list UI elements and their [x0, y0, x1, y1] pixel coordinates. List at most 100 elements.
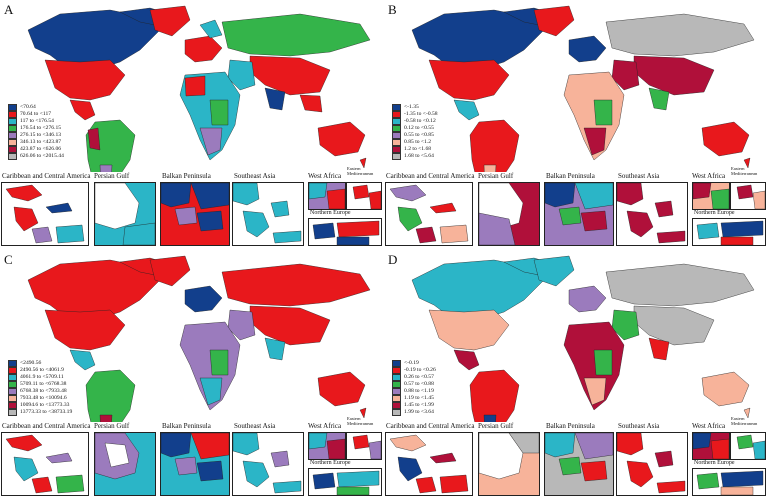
inset-title-caribbean: Caribbean and Central America — [2, 172, 91, 180]
legend-swatch — [8, 367, 17, 374]
inset-title-eastern-med: Eastern Mediterranean — [347, 166, 374, 176]
inset-map-balkan — [160, 432, 230, 496]
legend-swatch — [8, 409, 17, 416]
legend-swatch — [392, 153, 401, 160]
legend-entry: -0.19 to <0.26 — [392, 367, 436, 374]
legend-entry: 1.99 to <3.64 — [392, 409, 436, 416]
inset-title-persian-gulf: Persian Gulf — [94, 172, 130, 180]
inset-title-caribbean: Caribbean and Central America — [386, 422, 475, 430]
inset-map-northern-europe — [692, 218, 766, 246]
legend-swatch — [8, 153, 17, 160]
inset-title-northern-europe: Northern Europe — [310, 210, 351, 216]
legend-swatch — [392, 139, 401, 146]
inset-map-northern-europe — [308, 468, 382, 496]
inset-map-persian-gulf — [94, 432, 156, 496]
inset-map-caribbean — [1, 182, 89, 246]
panel-letter: C — [4, 252, 13, 267]
legend-swatch — [392, 125, 401, 132]
inset-title-west-africa: West Africa — [692, 172, 726, 180]
legend-entry: -0.58 to <0.12 — [392, 118, 438, 125]
legend-entry: 117 to <176.54 — [8, 118, 64, 125]
inset-title-persian-gulf: Persian Gulf — [478, 422, 514, 430]
legend-entry: 0.57 to <0.88 — [392, 381, 436, 388]
legend-swatch — [392, 409, 401, 416]
inset-map-balkan — [544, 182, 614, 246]
legend-entry: 346.13 to <423.87 — [8, 139, 64, 146]
inset-map-caribbean — [1, 432, 89, 496]
inset-title-northern-europe: Northern Europe — [694, 460, 735, 466]
map-panel-c: C <2490.56 2490.56 to <4061.9 4061.9 to … — [0, 250, 383, 499]
legend-entry: 276.15 to <346.13 — [8, 132, 64, 139]
legend-swatch — [8, 104, 17, 111]
inset-map-west-africa — [308, 182, 346, 210]
inset-title-west-africa: West Africa — [308, 422, 342, 430]
inset-title-persian-gulf: Persian Gulf — [94, 422, 130, 430]
inset-title-caribbean: Caribbean and Central America — [386, 172, 475, 180]
legend-entry: 0.12 to <0.55 — [392, 125, 438, 132]
legend-swatch — [392, 132, 401, 139]
legend-swatch — [8, 374, 17, 381]
legend-swatch — [392, 395, 401, 402]
inset-title-northern-europe: Northern Europe — [694, 210, 735, 216]
panel-letter: A — [4, 2, 14, 17]
inset-map-west-africa — [692, 432, 730, 460]
legend-swatch — [8, 360, 17, 367]
legend-entry: <2490.56 — [8, 360, 72, 367]
legend-swatch — [392, 111, 401, 118]
legend-swatch — [8, 146, 17, 153]
inset-map-persian-gulf — [478, 432, 540, 496]
legend-entry: 6768.38 to <7933.48 — [8, 388, 72, 395]
inset-title-southeast-asia: Southeast Asia — [234, 422, 276, 430]
legend-entry: 626.06 to <2015.44 — [8, 153, 64, 160]
inset-map-west-africa — [308, 432, 346, 460]
legend-swatch — [392, 360, 401, 367]
world-map — [27, 5, 371, 172]
inset-map-northern-europe — [308, 218, 382, 246]
inset-map-balkan — [544, 432, 614, 496]
legend-swatch — [392, 381, 401, 388]
legend-entry: <70.64 — [8, 104, 64, 111]
legend-entry: 423.87 to <626.06 — [8, 146, 64, 153]
inset-title-eastern-med: Eastern Mediterranean — [731, 416, 758, 426]
legend-swatch — [8, 395, 17, 402]
legend-swatch — [392, 402, 401, 409]
legend-entry: 0.85 to <1.2 — [392, 139, 438, 146]
legend-entry: 0.26 to <0.57 — [392, 374, 436, 381]
legend-entry: 2490.56 to <4061.9 — [8, 367, 72, 374]
legend-swatch — [392, 146, 401, 153]
legend-entry: 10094.6 to <13773.33 — [8, 402, 72, 409]
inset-title-west-africa: West Africa — [692, 422, 726, 430]
inset-map-eastern-med — [730, 182, 766, 210]
inset-title-persian-gulf: Persian Gulf — [478, 172, 514, 180]
inset-map-southeast-asia — [616, 432, 688, 496]
inset-title-southeast-asia: Southeast Asia — [234, 172, 276, 180]
legend-swatch — [8, 402, 17, 409]
legend-entry: 1.68 to <5.64 — [392, 153, 438, 160]
inset-title-eastern-med: Eastern Mediterranean — [731, 166, 758, 176]
legend-swatch — [8, 139, 17, 146]
inset-map-persian-gulf — [478, 182, 540, 246]
inset-map-northern-europe — [692, 468, 766, 496]
inset-title-balkan: Balkan Peninsula — [546, 422, 595, 430]
legend-entry: 5709.11 to <6768.38 — [8, 381, 72, 388]
panel-letter: D — [388, 252, 398, 267]
inset-title-caribbean: Caribbean and Central America — [2, 422, 91, 430]
inset-title-balkan: Balkan Peninsula — [546, 172, 595, 180]
map-panel-b: B <-1.35 -1.35 to <-0.58 -0.58 to <0.12 … — [384, 0, 767, 249]
inset-title-balkan: Balkan Peninsula — [162, 172, 211, 180]
legend-entry: 1.45 to <1.99 — [392, 402, 436, 409]
inset-title-southeast-asia: Southeast Asia — [618, 172, 660, 180]
legend-swatch — [8, 118, 17, 125]
map-legend: <70.64 70.64 to <117 117 to <176.54 176.… — [8, 104, 64, 160]
legend-swatch — [8, 381, 17, 388]
legend-entry: 7933.48 to <10094.6 — [8, 395, 72, 402]
inset-map-persian-gulf — [94, 182, 156, 246]
legend-entry: <-1.35 — [392, 104, 438, 111]
panel-letter: B — [388, 2, 397, 17]
inset-map-caribbean — [385, 182, 473, 246]
inset-map-eastern-med — [730, 432, 766, 460]
legend-entry: 1.19 to <1.45 — [392, 395, 436, 402]
inset-map-eastern-med — [346, 182, 382, 210]
inset-title-eastern-med: Eastern Mediterranean — [347, 416, 374, 426]
legend-entry: 13773.33 to <38733.19 — [8, 409, 72, 416]
